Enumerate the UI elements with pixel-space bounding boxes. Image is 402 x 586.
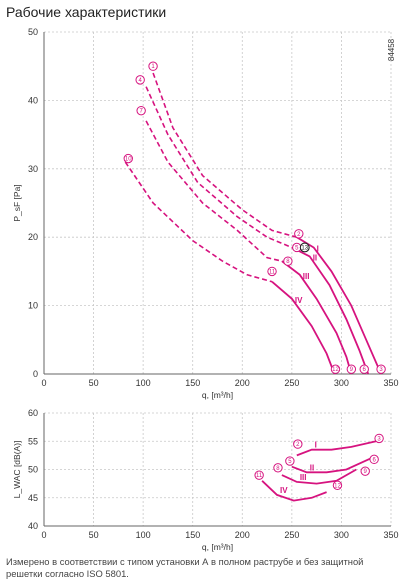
curve-marker (360, 466, 370, 476)
marker-number: 4 (138, 78, 142, 84)
y-tick-label: 0 (33, 369, 38, 379)
series-label: III (303, 272, 310, 281)
x-tick-label: 0 (41, 378, 46, 388)
x-tick-label: 250 (284, 530, 299, 540)
curve-marker (374, 433, 384, 444)
x-tick-label: 100 (136, 378, 151, 388)
curve-marker (136, 105, 146, 116)
x-tick-label: 200 (235, 530, 250, 540)
x-tick-label: 200 (235, 378, 250, 388)
x-tick-label: 350 (383, 530, 398, 540)
marker-number: 6 (372, 457, 376, 463)
y-axis-label: L_WAC [dB(A)] (12, 441, 22, 499)
x-tick-label: 100 (136, 530, 151, 540)
y-axis-label: P_sF [Pa] (12, 184, 22, 221)
marker-number: 2 (296, 442, 300, 448)
series-line-dashed (124, 161, 273, 283)
y-tick-label: 30 (28, 164, 38, 174)
curve-marker (283, 256, 293, 266)
footnote: Измерено в соответствии с типом установк… (6, 556, 364, 579)
y-tick-label: 20 (28, 232, 38, 242)
series-label: II (313, 253, 317, 262)
x-axis-label: q, [m³/h] (202, 542, 233, 552)
curve-marker (254, 470, 264, 480)
y-tick-label: 50 (28, 27, 38, 37)
marker-number: 12 (334, 483, 341, 489)
marker-number: 5 (295, 245, 299, 251)
x-tick-label: 300 (334, 378, 349, 388)
series-line (281, 468, 357, 485)
series-line (281, 260, 353, 375)
curve-marker (376, 364, 386, 374)
marker-number: 6 (363, 367, 367, 373)
marker-number: 2 (297, 232, 301, 238)
series-line (291, 457, 372, 474)
series-line-dashed (152, 72, 298, 238)
y-tick-label: 60 (28, 408, 38, 418)
series-line-dashed (145, 86, 293, 249)
y-tick-label: 10 (28, 301, 38, 311)
curve-marker (267, 266, 277, 277)
series-label: I (315, 441, 317, 450)
curve-marker (330, 364, 341, 374)
x-tick-label: 150 (185, 530, 200, 540)
curve-marker (273, 463, 283, 473)
curve-marker (123, 153, 133, 164)
x-axis-label: q, [m³/h] (202, 390, 233, 400)
x-tick-label: 150 (185, 378, 200, 388)
curve-marker (293, 439, 303, 449)
curve-marker (285, 456, 295, 466)
x-tick-label: 50 (89, 378, 99, 388)
marker-number: 9 (364, 469, 368, 475)
x-tick-label: 300 (334, 530, 349, 540)
curve-marker (359, 364, 369, 374)
series-line (291, 246, 370, 375)
curve-marker (346, 364, 357, 374)
y-tick-label: 45 (28, 493, 38, 503)
marker-number: 3 (377, 436, 381, 442)
marker-number: 8 (286, 259, 290, 265)
operating-point-number: 13 (301, 245, 308, 251)
x-tick-label: 250 (284, 378, 299, 388)
pressure-chart: 0 50 100 150 200 250 300 350 0 10 20 30 40 50 q, [m³/h… (12, 27, 399, 400)
series-label: IV (280, 486, 288, 495)
page-title: Рабочие характеристики (6, 4, 167, 20)
series-line (296, 440, 377, 457)
marker-number: 10 (125, 157, 132, 163)
marker-number: 8 (276, 466, 280, 472)
marker-number: 1 (151, 64, 155, 70)
marker-number: 11 (256, 473, 263, 479)
series-label: III (300, 473, 307, 482)
y-tick-label: 40 (28, 521, 38, 531)
series-line-dashed (145, 120, 283, 262)
y-tick-label: 55 (28, 436, 38, 446)
operating-point-marker (299, 242, 310, 253)
curve-marker (148, 61, 158, 71)
marker-number: 7 (139, 109, 143, 115)
marker-number: 11 (269, 269, 276, 275)
marker-number: 12 (332, 367, 339, 373)
x-tick-label: 0 (41, 530, 46, 540)
curve-marker (294, 229, 304, 239)
marker-number: 9 (350, 367, 354, 373)
x-tick-label: 50 (89, 530, 99, 540)
chart-id-label: 84458 (387, 38, 396, 61)
y-tick-label: 40 (28, 95, 38, 105)
curve-marker (135, 75, 145, 85)
series-label: I (317, 244, 319, 253)
series-line (261, 480, 327, 502)
noise-chart: 0 50 100 150 200 250 300 350 40 45 50 55 60 q, [m³/h]… (12, 408, 399, 552)
series-label: II (310, 463, 314, 472)
series-line (296, 236, 382, 375)
curve-marker (369, 454, 379, 465)
series-label: IV (295, 296, 303, 305)
marker-number: 5 (288, 459, 292, 465)
curve-marker (332, 480, 343, 491)
marker-number: 3 (379, 367, 383, 373)
y-tick-label: 50 (28, 465, 38, 475)
x-tick-label: 350 (383, 378, 398, 388)
series-line (271, 281, 336, 375)
